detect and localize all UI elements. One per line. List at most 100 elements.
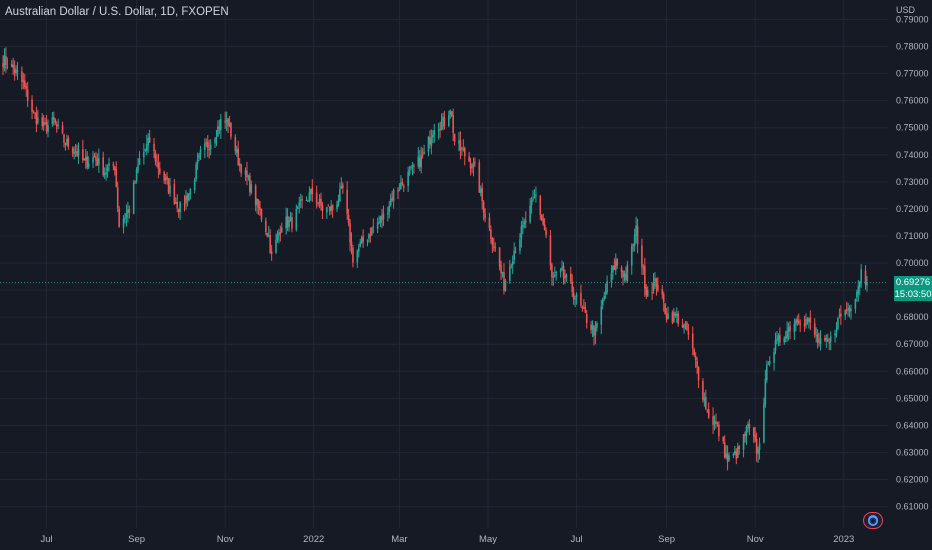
candle-body <box>585 314 588 323</box>
candle-body <box>378 221 380 223</box>
candle <box>535 186 537 203</box>
candle <box>604 283 607 299</box>
candle <box>613 258 616 271</box>
candle-body <box>238 163 241 166</box>
candle-body <box>513 250 515 261</box>
candle-body <box>163 172 165 181</box>
candle <box>606 275 608 295</box>
candle <box>635 216 637 244</box>
candle-body <box>443 117 446 127</box>
candle-body <box>744 433 746 437</box>
candle-body <box>620 267 623 273</box>
candle <box>712 407 714 434</box>
candle <box>511 255 514 274</box>
y-tick-label: 0.72000 <box>896 204 929 214</box>
candle <box>217 120 219 137</box>
candle <box>857 280 860 302</box>
candle <box>683 323 685 334</box>
candle-body <box>565 274 568 278</box>
candle <box>87 156 90 169</box>
candle-body <box>153 143 155 152</box>
candle-body <box>321 205 324 211</box>
candle <box>726 445 729 471</box>
candle-body <box>437 129 440 131</box>
candle <box>275 233 277 254</box>
candle-body <box>661 289 664 295</box>
candle <box>806 317 809 325</box>
candle <box>77 142 80 165</box>
candle <box>256 198 258 214</box>
candle-body <box>593 325 595 337</box>
candle <box>633 228 636 252</box>
candle-body <box>644 265 646 289</box>
candle-body <box>655 278 658 287</box>
candle <box>26 81 29 107</box>
candle-body <box>758 443 761 451</box>
candle-body <box>542 218 544 225</box>
candle <box>429 130 431 149</box>
candle-body <box>636 226 639 245</box>
candle-body <box>147 138 150 145</box>
candle <box>744 431 746 443</box>
candle-body <box>315 192 318 204</box>
candle <box>799 319 802 333</box>
candle <box>372 218 375 234</box>
candle-body <box>372 226 375 228</box>
candle <box>413 163 415 174</box>
candle-body <box>481 187 483 202</box>
candle <box>779 327 781 346</box>
candle-body <box>379 216 382 223</box>
candle <box>569 266 572 284</box>
candle <box>362 229 364 248</box>
candle <box>228 115 231 128</box>
candle <box>259 201 261 216</box>
candle <box>500 260 502 281</box>
candle <box>176 194 179 213</box>
candle <box>581 305 584 312</box>
candle-body <box>523 221 526 225</box>
candle-body <box>269 235 271 253</box>
candle-body <box>356 250 359 263</box>
candle-body <box>840 313 842 317</box>
candle <box>291 212 293 233</box>
candle-body <box>360 237 363 244</box>
candle-body <box>108 162 110 166</box>
candle <box>86 151 89 170</box>
candle <box>10 59 13 68</box>
candle-body <box>539 195 542 215</box>
candle <box>677 310 680 327</box>
candle-body <box>703 397 706 401</box>
candle <box>127 201 129 223</box>
candle <box>774 332 777 355</box>
tradingview-logo[interactable]: ◉ <box>863 512 883 529</box>
candle <box>238 158 241 172</box>
candle-body <box>77 149 80 156</box>
candle-body <box>320 198 322 206</box>
candle <box>3 48 6 72</box>
candle <box>337 194 340 207</box>
candle-body <box>555 271 558 274</box>
candle <box>522 216 524 235</box>
candle <box>452 108 454 141</box>
candle <box>437 123 440 140</box>
candle-body <box>745 426 748 437</box>
candle <box>671 310 674 325</box>
candle <box>463 146 466 166</box>
candle-body <box>491 238 494 246</box>
candle <box>164 173 167 185</box>
candle <box>266 232 269 238</box>
candle-body <box>164 177 167 180</box>
candle <box>652 272 655 294</box>
candle-body <box>786 330 788 339</box>
candle-body <box>713 421 716 424</box>
candle-body <box>766 365 768 381</box>
candle <box>183 195 186 212</box>
candle <box>179 200 181 221</box>
candle-body <box>543 224 546 231</box>
candle <box>540 214 543 222</box>
candle-body <box>3 55 6 69</box>
candle <box>96 153 99 166</box>
candle-body <box>413 165 415 167</box>
